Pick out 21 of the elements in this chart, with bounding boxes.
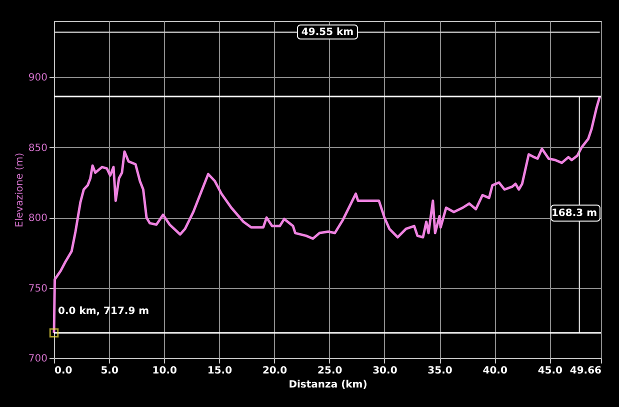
y-tick-label: 750 (28, 283, 48, 294)
annotation: 168.3 m (551, 208, 597, 220)
y-tick-label: 800 (28, 213, 48, 224)
y-tick-label: 850 (28, 142, 48, 154)
y-tick-label: 900 (28, 72, 48, 84)
annotation: 49.55 km (301, 27, 354, 38)
x-tick-label: 45.0 (538, 366, 563, 376)
x-tick-label: 35.0 (428, 366, 452, 376)
x-tick-label: 10.0 (152, 366, 178, 376)
x-tick-label: 25.0 (318, 366, 342, 376)
x-axis-title: Distanza (km) (288, 380, 368, 390)
y-axis-title: Elevazione (m) (14, 152, 26, 228)
x-tick-label: 20.0 (262, 366, 288, 376)
x-tick-label: 30.0 (372, 366, 398, 376)
x-tick-label: 0.0 (54, 366, 72, 376)
y-tick-label: 700 (28, 354, 48, 364)
x-tick-label: 40.0 (482, 366, 508, 376)
x-tick-label: 5.0 (100, 366, 118, 376)
x-tick-label: 49.66 (570, 366, 602, 376)
annotation: 0.0 km, 717.9 m (58, 306, 150, 317)
x-tick-label: 15.0 (207, 366, 232, 376)
